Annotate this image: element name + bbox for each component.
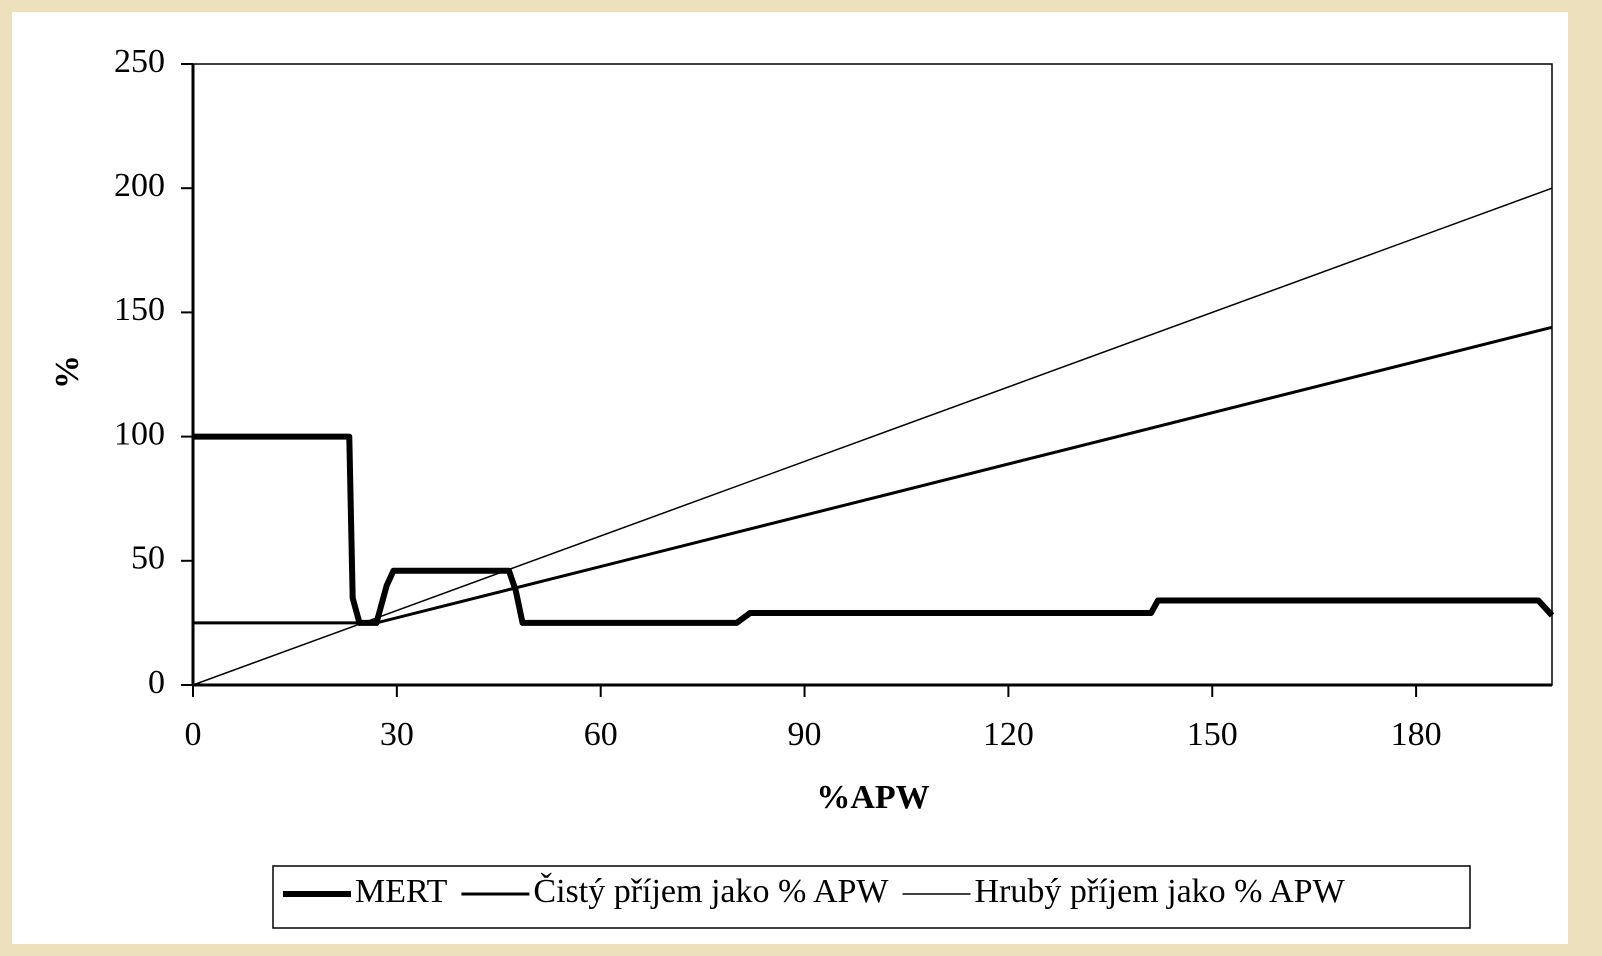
x-tick-label: 120 [983,716,1034,753]
x-tick-label: 0 [185,716,202,753]
x-tick-label: 150 [1187,716,1238,753]
x-tick-label: 180 [1391,716,1442,753]
series-line [193,325,1553,625]
legend-label: MERT [355,873,448,910]
legend-box [272,865,1471,929]
series-line [193,433,1555,626]
y-tick-label: 50 [131,540,165,577]
legend-label: Hrubý příjem jako % APW [975,873,1346,910]
x-tick-label: 90 [788,716,822,753]
chart-area [12,12,1568,944]
legend-label: Čistý příjem jako % APW [533,872,889,910]
x-tick-label: 30 [380,716,414,753]
y-axis-label: % [49,355,86,389]
y-tick-label: 250 [114,43,165,80]
y-tick-label: 0 [148,664,165,701]
x-tick-label: 60 [584,716,618,753]
y-tick-label: 200 [114,167,165,204]
x-axis-label: %APW [816,779,929,816]
y-tick-label: 100 [114,415,165,452]
series-line [192,187,1553,686]
y-tick-label: 150 [114,291,165,328]
